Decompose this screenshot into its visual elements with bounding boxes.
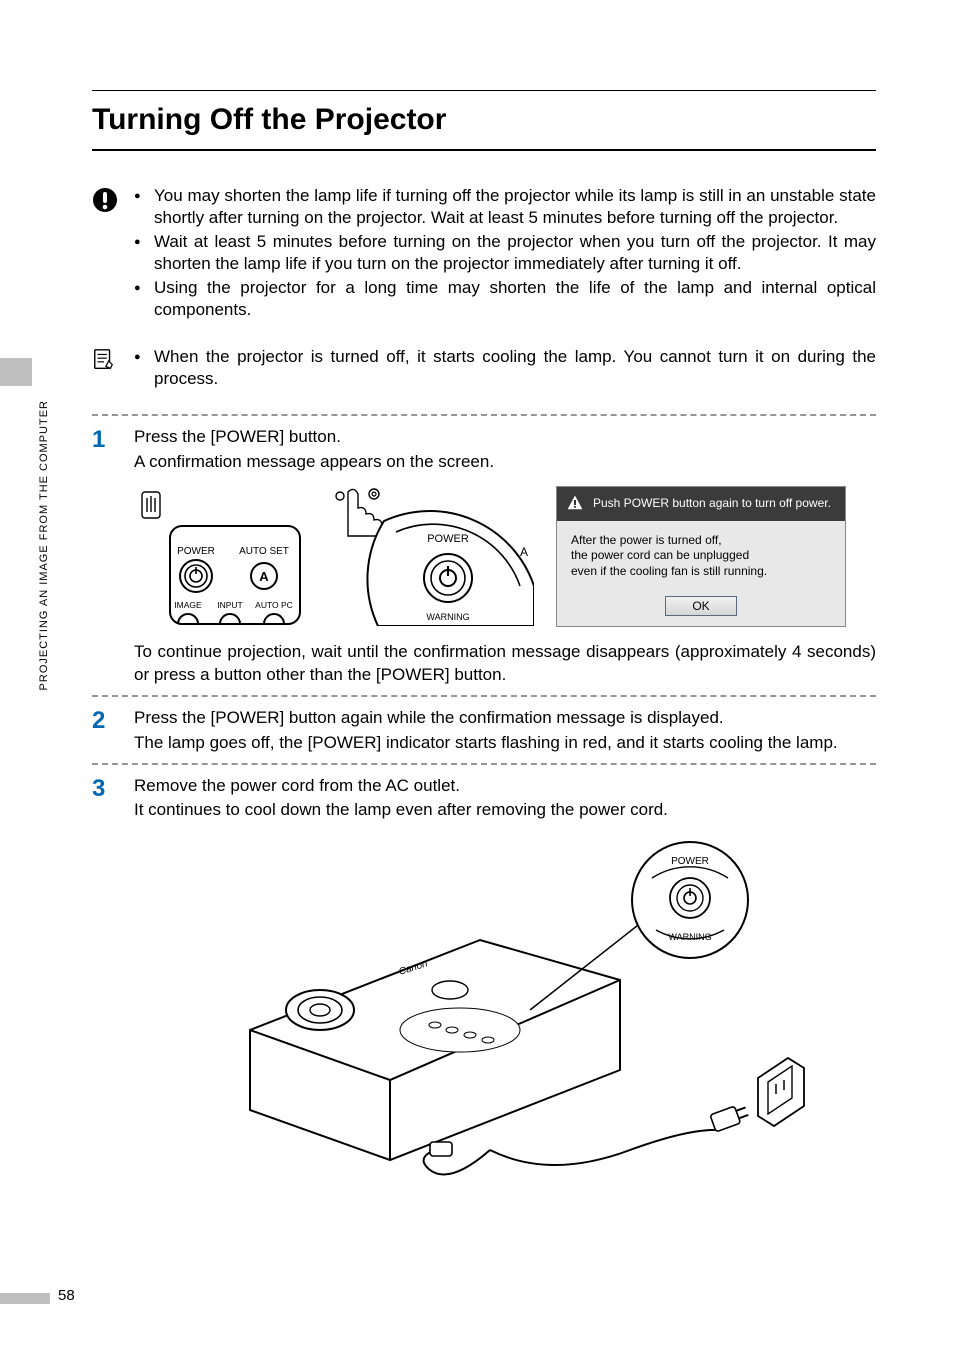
- dialog-header: Push POWER button again to turn off powe…: [557, 487, 845, 521]
- remote-illustration: POWER AUTO SET A IMAGE INPUT AUTO PC: [134, 486, 302, 626]
- step-sub: A confirmation message appears on the sc…: [134, 451, 876, 474]
- remote-input-label: INPUT: [217, 600, 243, 610]
- step-head: Press the [POWER] button.: [134, 426, 876, 449]
- note-bullet: When the projector is turned off, it sta…: [134, 346, 876, 390]
- svg-text:A: A: [259, 569, 269, 584]
- detail-warning-label: WARNING: [668, 932, 711, 942]
- step-2: 2 Press the [POWER] button again while t…: [92, 707, 876, 755]
- remote-power-label: POWER: [177, 546, 215, 557]
- step-body: Press the [POWER] button. A confirmation…: [134, 426, 876, 687]
- note-body: When the projector is turned off, it sta…: [134, 346, 876, 392]
- step-sub: It continues to cool down the lamp even …: [134, 799, 876, 822]
- dialog-ok-row: OK: [557, 590, 845, 626]
- confirmation-dialog: Push POWER button again to turn off powe…: [556, 486, 846, 627]
- step-head: Press the [POWER] button again while the…: [134, 707, 876, 730]
- step-body: Remove the power cord from the AC outlet…: [134, 775, 876, 1191]
- projector-panel-illustration: POWER WARNING A: [324, 486, 534, 626]
- note-box: When the projector is turned off, it sta…: [92, 346, 876, 392]
- caution-bullet: Wait at least 5 minutes before turning o…: [134, 231, 876, 275]
- projector-large-illustration-wrap: Canon POWER WARNING: [134, 830, 876, 1190]
- step-1: 1 Press the [POWER] button. A confirmati…: [92, 426, 876, 687]
- dialog-header-text: Push POWER button again to turn off powe…: [593, 495, 831, 511]
- caution-body: You may shorten the lamp life if turning…: [134, 185, 876, 324]
- caution-bullet: Using the projector for a long time may …: [134, 277, 876, 321]
- step-head: Remove the power cord from the AC outlet…: [134, 775, 876, 798]
- ok-button[interactable]: OK: [665, 596, 736, 616]
- step-body: Press the [POWER] button again while the…: [134, 707, 876, 755]
- remote-autoset-label: AUTO SET: [239, 546, 289, 557]
- dialog-line: After the power is turned off,: [571, 533, 831, 549]
- panel-power-label: POWER: [427, 533, 469, 545]
- projector-large-illustration: Canon POWER WARNING: [190, 830, 820, 1190]
- step-tail: To continue projection, wait until the c…: [134, 641, 876, 687]
- step-number: 3: [92, 777, 116, 1191]
- detail-power-label: POWER: [671, 856, 709, 867]
- step1-illustration-row: POWER AUTO SET A IMAGE INPUT AUTO PC: [134, 486, 876, 627]
- page-title: Turning Off the Projector: [92, 103, 876, 137]
- title-rule-top: [92, 90, 876, 91]
- step-sub: The lamp goes off, the [POWER] indicator…: [134, 732, 876, 755]
- caution-bullet: You may shorten the lamp life if turning…: [134, 185, 876, 229]
- step-number: 2: [92, 709, 116, 755]
- warning-triangle-icon: [567, 495, 583, 511]
- panel-warning-label: WARNING: [426, 612, 469, 622]
- caution-box: You may shorten the lamp life if turning…: [92, 185, 876, 324]
- remote-image-label: IMAGE: [174, 600, 202, 610]
- dashed-separator: [92, 763, 876, 765]
- step-number: 1: [92, 428, 116, 687]
- dashed-separator: [92, 414, 876, 416]
- svg-text:A: A: [520, 545, 528, 559]
- dialog-body: After the power is turned off, the power…: [557, 521, 845, 590]
- dialog-line: the power cord can be unplugged: [571, 548, 831, 564]
- page-content: Turning Off the Projector You may shorte…: [0, 0, 954, 1352]
- dialog-line: even if the cooling fan is still running…: [571, 564, 831, 580]
- page-number-bar: [0, 1293, 50, 1304]
- dashed-separator: [92, 695, 876, 697]
- remote-autopc-label: AUTO PC: [255, 600, 293, 610]
- title-rule-bottom: [92, 149, 876, 151]
- page-number: 58: [58, 1287, 75, 1304]
- step-3: 3 Remove the power cord from the AC outl…: [92, 775, 876, 1191]
- caution-icon: [92, 187, 118, 213]
- note-icon: [92, 348, 118, 374]
